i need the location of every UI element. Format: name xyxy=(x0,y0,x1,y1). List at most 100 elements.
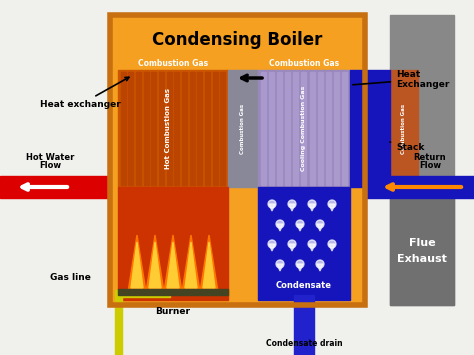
Text: Stack: Stack xyxy=(390,142,424,152)
Polygon shape xyxy=(329,204,335,211)
Polygon shape xyxy=(317,224,323,231)
Polygon shape xyxy=(146,235,164,292)
Bar xyxy=(261,72,266,185)
Circle shape xyxy=(296,220,304,228)
Polygon shape xyxy=(200,235,218,292)
Text: Hot Combustion Gas: Hot Combustion Gas xyxy=(165,88,171,169)
Text: Combustion Gas: Combustion Gas xyxy=(138,59,208,68)
Text: Exhaust: Exhaust xyxy=(397,255,447,264)
Bar xyxy=(258,70,350,187)
Polygon shape xyxy=(185,242,197,288)
Text: Heat exchanger: Heat exchanger xyxy=(40,77,129,109)
Bar xyxy=(128,72,133,185)
Circle shape xyxy=(288,240,296,248)
Polygon shape xyxy=(289,204,295,211)
Bar xyxy=(136,72,141,185)
Bar xyxy=(285,72,291,185)
Bar xyxy=(326,72,331,185)
Circle shape xyxy=(296,260,304,268)
Bar xyxy=(110,15,365,305)
Polygon shape xyxy=(297,264,303,271)
Polygon shape xyxy=(149,242,161,288)
Circle shape xyxy=(268,240,276,248)
Bar xyxy=(118,187,228,300)
Text: Burner: Burner xyxy=(155,307,191,317)
Bar xyxy=(334,72,339,185)
Polygon shape xyxy=(297,224,303,231)
Text: Flow: Flow xyxy=(419,162,441,170)
Bar xyxy=(390,70,418,187)
Text: Hot Water: Hot Water xyxy=(26,153,74,162)
Polygon shape xyxy=(128,235,146,292)
Circle shape xyxy=(328,240,336,248)
Bar xyxy=(115,292,122,355)
Text: Combustion Gas: Combustion Gas xyxy=(401,103,407,154)
Bar xyxy=(277,72,282,185)
Polygon shape xyxy=(269,204,275,211)
Text: Flow: Flow xyxy=(39,162,61,170)
Bar xyxy=(197,72,202,185)
Bar xyxy=(182,72,187,185)
Bar xyxy=(294,295,314,355)
Polygon shape xyxy=(309,204,315,211)
Polygon shape xyxy=(289,244,295,251)
Text: Cooling Combustion Gas: Cooling Combustion Gas xyxy=(301,86,307,171)
Circle shape xyxy=(308,200,316,208)
Polygon shape xyxy=(329,244,335,251)
Bar xyxy=(269,72,274,185)
Polygon shape xyxy=(167,242,179,288)
Bar xyxy=(118,70,228,187)
Text: Condensing Boiler: Condensing Boiler xyxy=(152,31,323,49)
Polygon shape xyxy=(131,242,143,288)
Bar xyxy=(110,15,365,305)
Circle shape xyxy=(308,240,316,248)
Polygon shape xyxy=(182,235,200,292)
Circle shape xyxy=(288,200,296,208)
Bar xyxy=(228,70,258,187)
Bar xyxy=(121,72,126,185)
Bar xyxy=(144,72,149,185)
Polygon shape xyxy=(277,264,283,271)
Text: Condensate drain: Condensate drain xyxy=(266,339,342,348)
Polygon shape xyxy=(277,224,283,231)
Bar xyxy=(318,72,323,185)
Bar xyxy=(258,187,350,300)
Text: Condensate: Condensate xyxy=(276,280,332,289)
Text: Flue: Flue xyxy=(409,239,435,248)
Polygon shape xyxy=(269,244,275,251)
Text: Return: Return xyxy=(414,153,447,162)
Circle shape xyxy=(316,220,324,228)
Circle shape xyxy=(276,260,284,268)
Text: Combustion Gas: Combustion Gas xyxy=(240,103,246,154)
Bar xyxy=(167,72,172,185)
Polygon shape xyxy=(317,264,323,271)
Bar xyxy=(390,198,454,305)
Bar xyxy=(174,72,179,185)
Text: Combustion Gas: Combustion Gas xyxy=(269,59,339,68)
Bar xyxy=(118,289,228,295)
Bar xyxy=(151,72,156,185)
Text: Heat
Exchanger: Heat Exchanger xyxy=(353,70,449,89)
Circle shape xyxy=(276,220,284,228)
Bar xyxy=(205,72,210,185)
Polygon shape xyxy=(309,244,315,251)
Circle shape xyxy=(328,200,336,208)
Bar xyxy=(301,72,307,185)
Bar xyxy=(365,176,474,198)
Bar xyxy=(342,72,347,185)
Bar xyxy=(190,72,195,185)
Circle shape xyxy=(268,200,276,208)
Circle shape xyxy=(316,260,324,268)
Polygon shape xyxy=(203,242,215,288)
Bar xyxy=(293,72,299,185)
Bar xyxy=(213,72,218,185)
Bar xyxy=(0,176,110,198)
Bar xyxy=(350,70,390,187)
Bar xyxy=(115,290,170,297)
Text: Gas line: Gas line xyxy=(50,273,91,283)
Bar xyxy=(159,72,164,185)
Polygon shape xyxy=(164,235,182,292)
Bar xyxy=(220,72,225,185)
Bar xyxy=(390,15,454,305)
Bar xyxy=(310,72,315,185)
